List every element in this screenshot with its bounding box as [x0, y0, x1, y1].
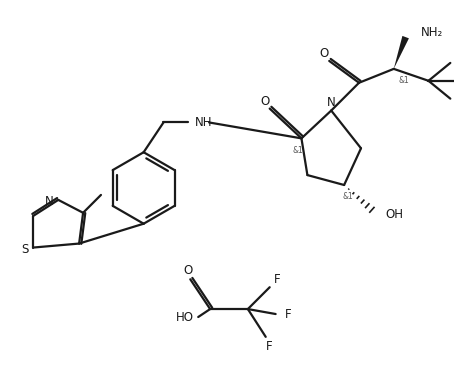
Text: O: O — [259, 95, 269, 108]
Text: OH: OH — [385, 208, 403, 221]
Text: &1: &1 — [292, 146, 302, 155]
Text: F: F — [284, 307, 291, 320]
Polygon shape — [393, 36, 408, 69]
Text: N: N — [326, 96, 335, 109]
Text: N: N — [45, 195, 54, 208]
Text: F: F — [266, 340, 273, 353]
Text: HO: HO — [176, 310, 194, 323]
Text: &1: &1 — [398, 76, 409, 85]
Text: F: F — [274, 273, 280, 286]
Text: O: O — [183, 264, 192, 277]
Text: &1: &1 — [342, 192, 353, 201]
Text: NH: NH — [195, 116, 212, 129]
Text: O: O — [319, 47, 328, 60]
Text: NH₂: NH₂ — [420, 26, 442, 38]
Text: S: S — [21, 243, 28, 256]
